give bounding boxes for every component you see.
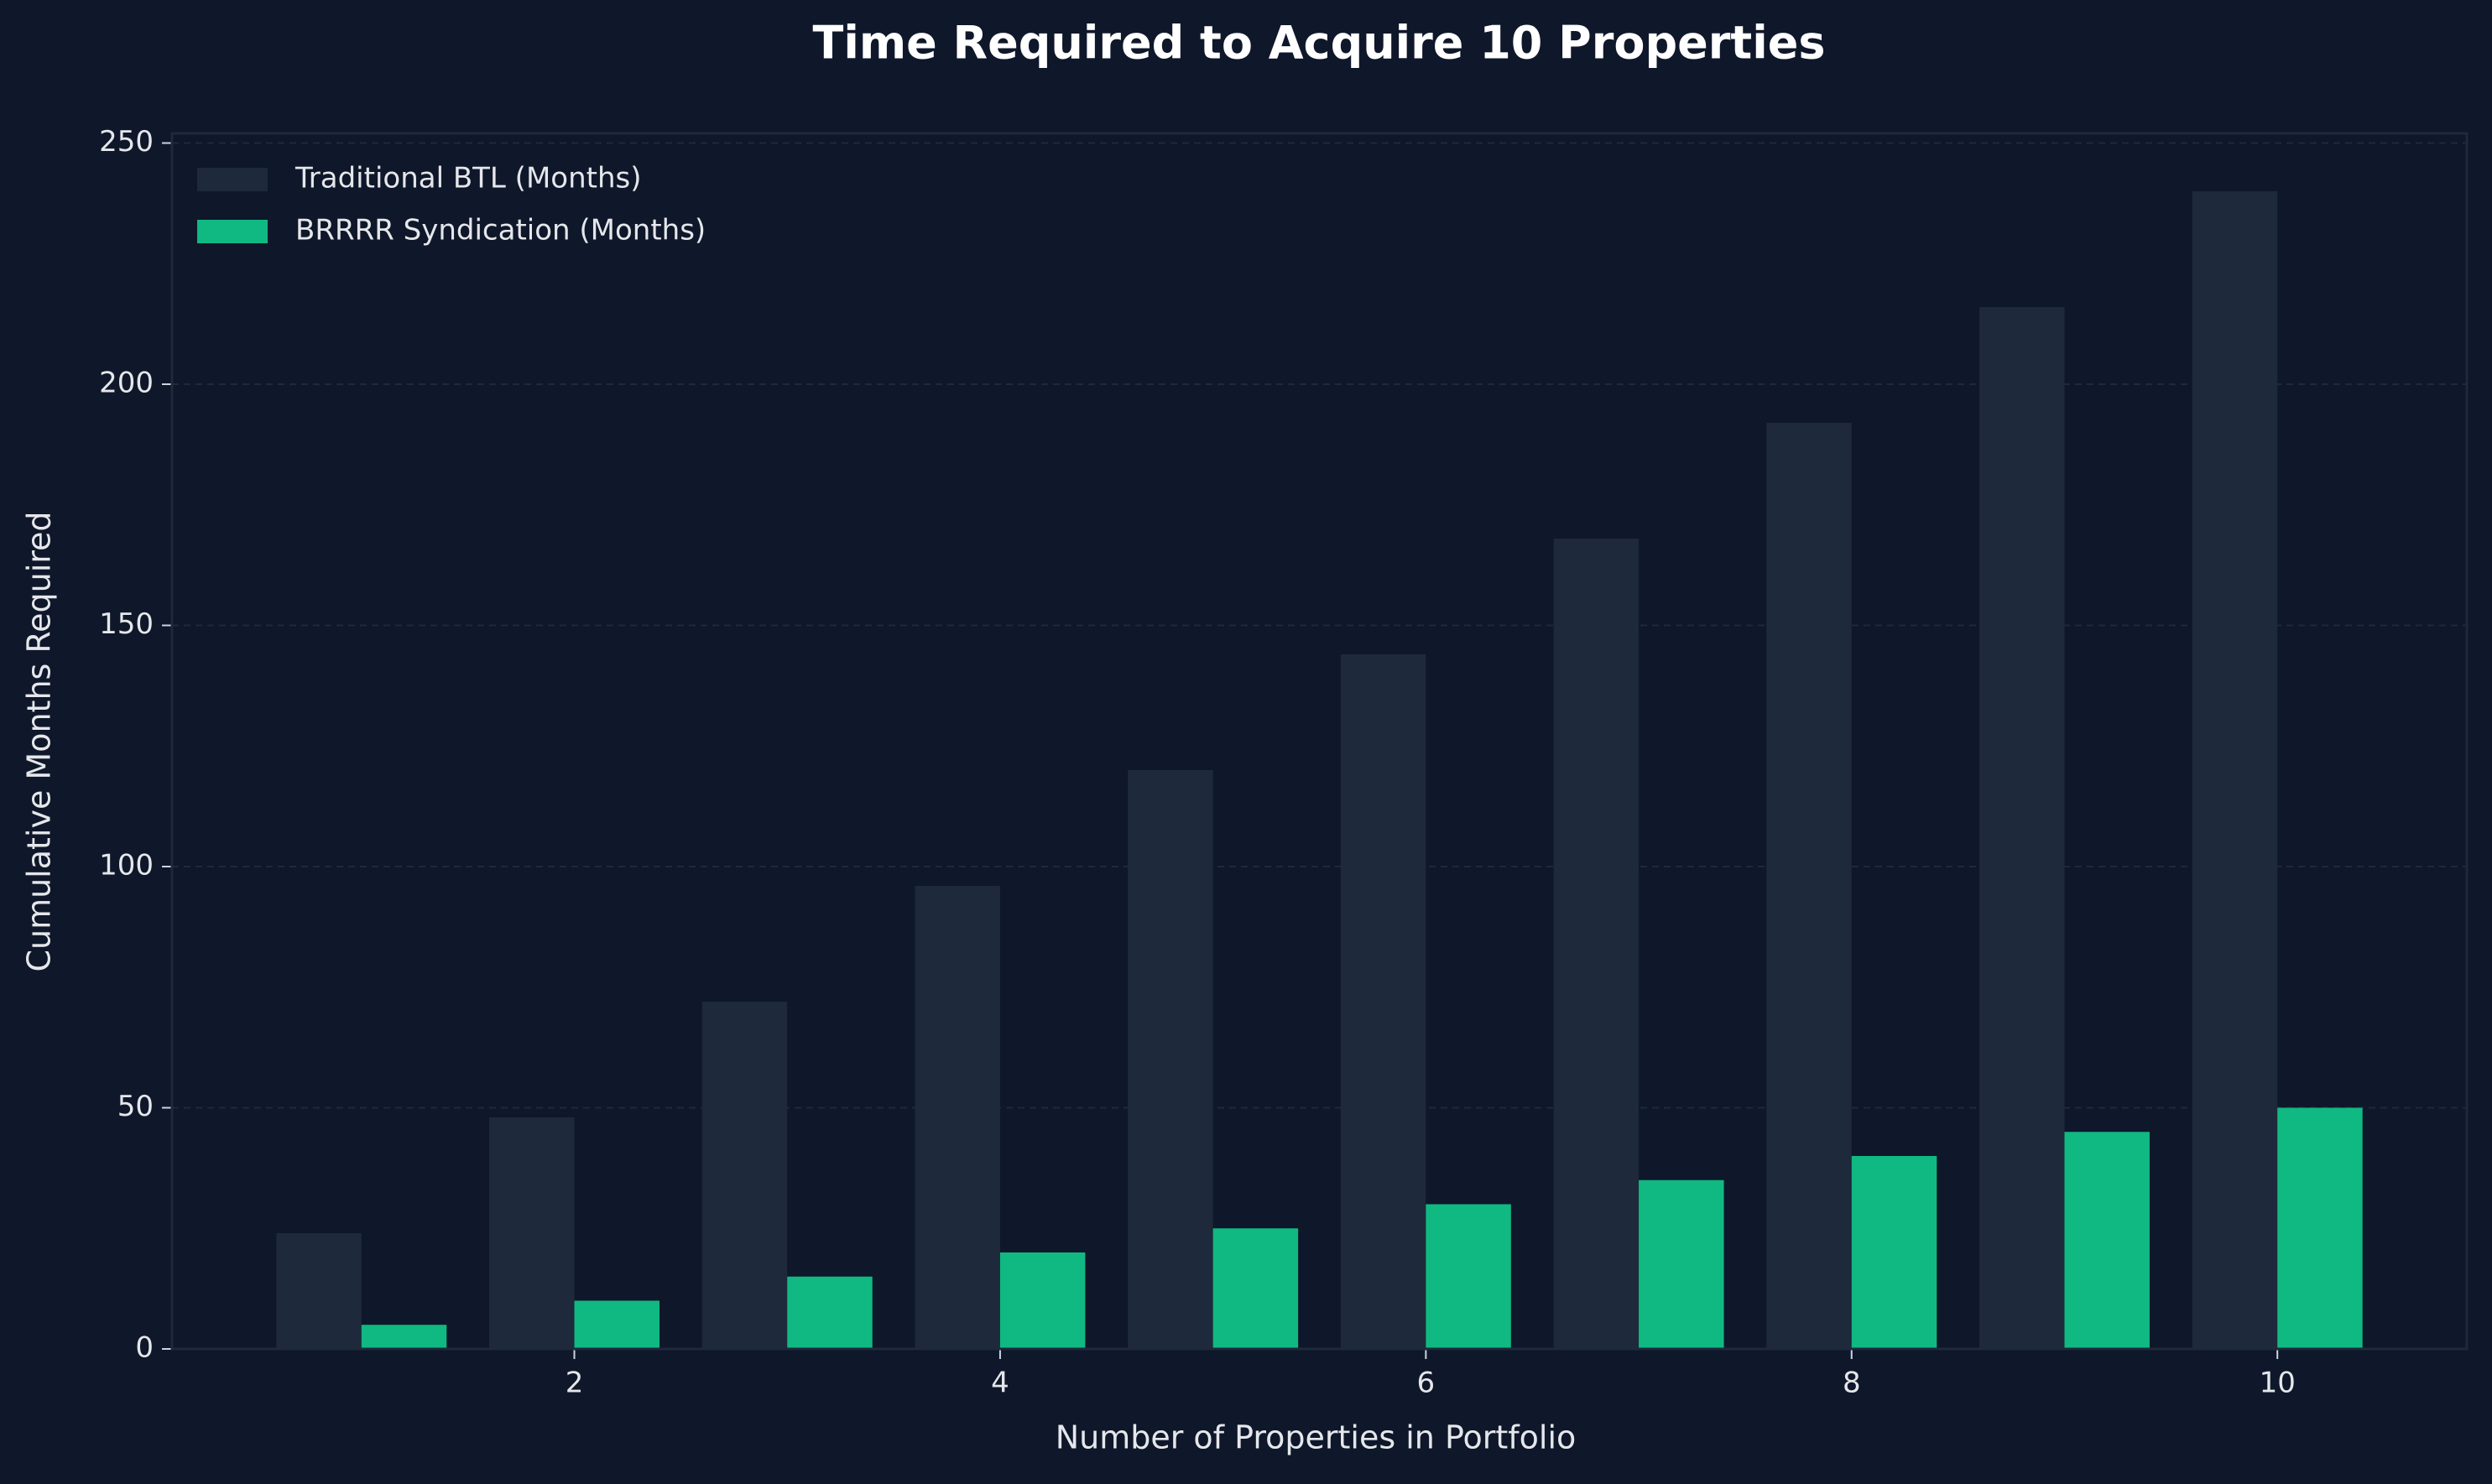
bar	[1426, 1204, 1511, 1349]
bar	[999, 1252, 1086, 1349]
x-tick-label: 6	[1417, 1367, 1436, 1400]
bar	[1639, 1179, 1724, 1349]
y-tick-label: 150	[99, 607, 154, 641]
y-axis-label: Cumulative Months Required	[21, 511, 58, 971]
x-tick-label: 8	[1843, 1367, 1861, 1400]
y-tick-label: 100	[99, 849, 154, 883]
x-tick-label: 2	[566, 1367, 584, 1400]
bar	[1553, 539, 1640, 1349]
bar	[489, 1117, 575, 1349]
x-tick-label: 10	[2260, 1367, 2296, 1400]
legend-label: Traditional BTL (Months)	[295, 162, 641, 195]
x-tick-label: 4	[991, 1367, 1009, 1400]
bar	[1212, 1228, 1299, 1349]
bar	[1128, 770, 1213, 1349]
legend-swatch	[197, 220, 268, 243]
y-tick-label: 50	[117, 1090, 154, 1123]
bar	[1766, 423, 1852, 1349]
y-tick-label: 250	[99, 125, 154, 159]
y-tick-label: 0	[135, 1331, 154, 1365]
bar	[2192, 191, 2278, 1349]
bar	[361, 1325, 447, 1349]
bar	[1851, 1156, 1937, 1349]
bar	[2277, 1107, 2363, 1349]
bar	[701, 1002, 788, 1349]
chart-title: Time Required to Acquire 10 Properties	[813, 17, 1826, 70]
bar	[574, 1300, 659, 1349]
y-tick-label: 200	[99, 367, 154, 400]
legend-label: BRRRR Syndication (Months)	[295, 214, 706, 247]
bar	[915, 886, 1000, 1349]
bar	[1979, 307, 2065, 1349]
bar	[2064, 1132, 2150, 1349]
x-axis-label: Number of Properties in Portfolio	[1056, 1419, 1577, 1456]
plot-frame	[170, 132, 2469, 1351]
bar	[787, 1276, 873, 1349]
legend-swatch	[197, 168, 268, 191]
bar	[276, 1233, 362, 1349]
bar	[1340, 654, 1426, 1349]
